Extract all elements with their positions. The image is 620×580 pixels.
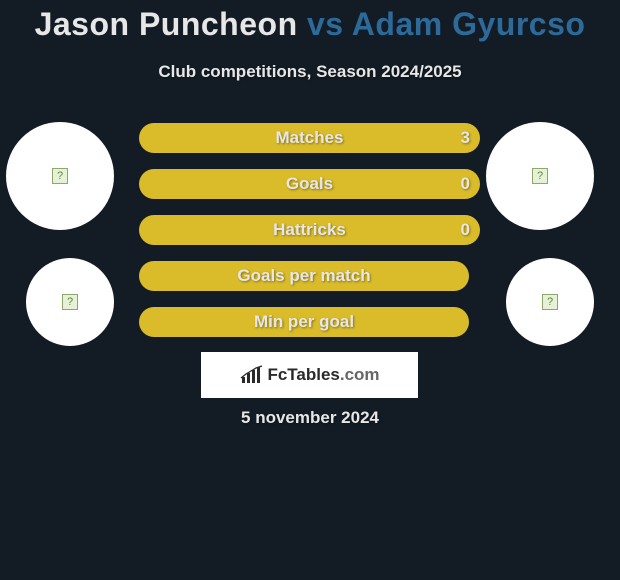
stat-bar-label: Hattricks [139, 220, 480, 240]
brand-panel: FcTables.com [201, 352, 418, 398]
avatar-player1: ? [6, 122, 114, 230]
player2-name: Adam Gyurcso [352, 6, 586, 42]
stat-bar-value: 3 [461, 128, 470, 148]
stat-bar-label: Goals [139, 174, 480, 194]
player1-name: Jason Puncheon [35, 6, 298, 42]
brand-name-suffix: .com [340, 365, 380, 384]
stat-bar-label: Matches [139, 128, 480, 148]
stat-bar-label: Goals per match [139, 266, 469, 286]
avatar-club1: ? [26, 258, 114, 346]
avatar-club2: ? [506, 258, 594, 346]
vs-separator: vs [307, 6, 344, 42]
image-placeholder-icon: ? [532, 168, 548, 184]
stat-bar: Min per goal [139, 307, 469, 337]
stat-bar: Matches3 [139, 123, 480, 153]
date-caption: 5 november 2024 [0, 408, 620, 428]
stat-bar: Goals0 [139, 169, 480, 199]
subtitle: Club competitions, Season 2024/2025 [0, 62, 620, 82]
stat-bar-label: Min per goal [139, 312, 469, 332]
image-placeholder-icon: ? [52, 168, 68, 184]
brand-name: FcTables.com [267, 365, 379, 385]
page-title: Jason Puncheon vs Adam Gyurcso [0, 6, 620, 43]
image-placeholder-icon: ? [62, 294, 78, 310]
avatar-player2: ? [486, 122, 594, 230]
stat-bar: Hattricks0 [139, 215, 480, 245]
bar-chart-icon [239, 365, 265, 385]
stat-bar: Goals per match [139, 261, 469, 291]
image-placeholder-icon: ? [542, 294, 558, 310]
comparison-infographic: Jason Puncheon vs Adam Gyurcso Club comp… [0, 0, 620, 580]
stat-bar-value: 0 [461, 174, 470, 194]
brand-name-main: FcTables [267, 365, 339, 384]
stat-bar-value: 0 [461, 220, 470, 240]
